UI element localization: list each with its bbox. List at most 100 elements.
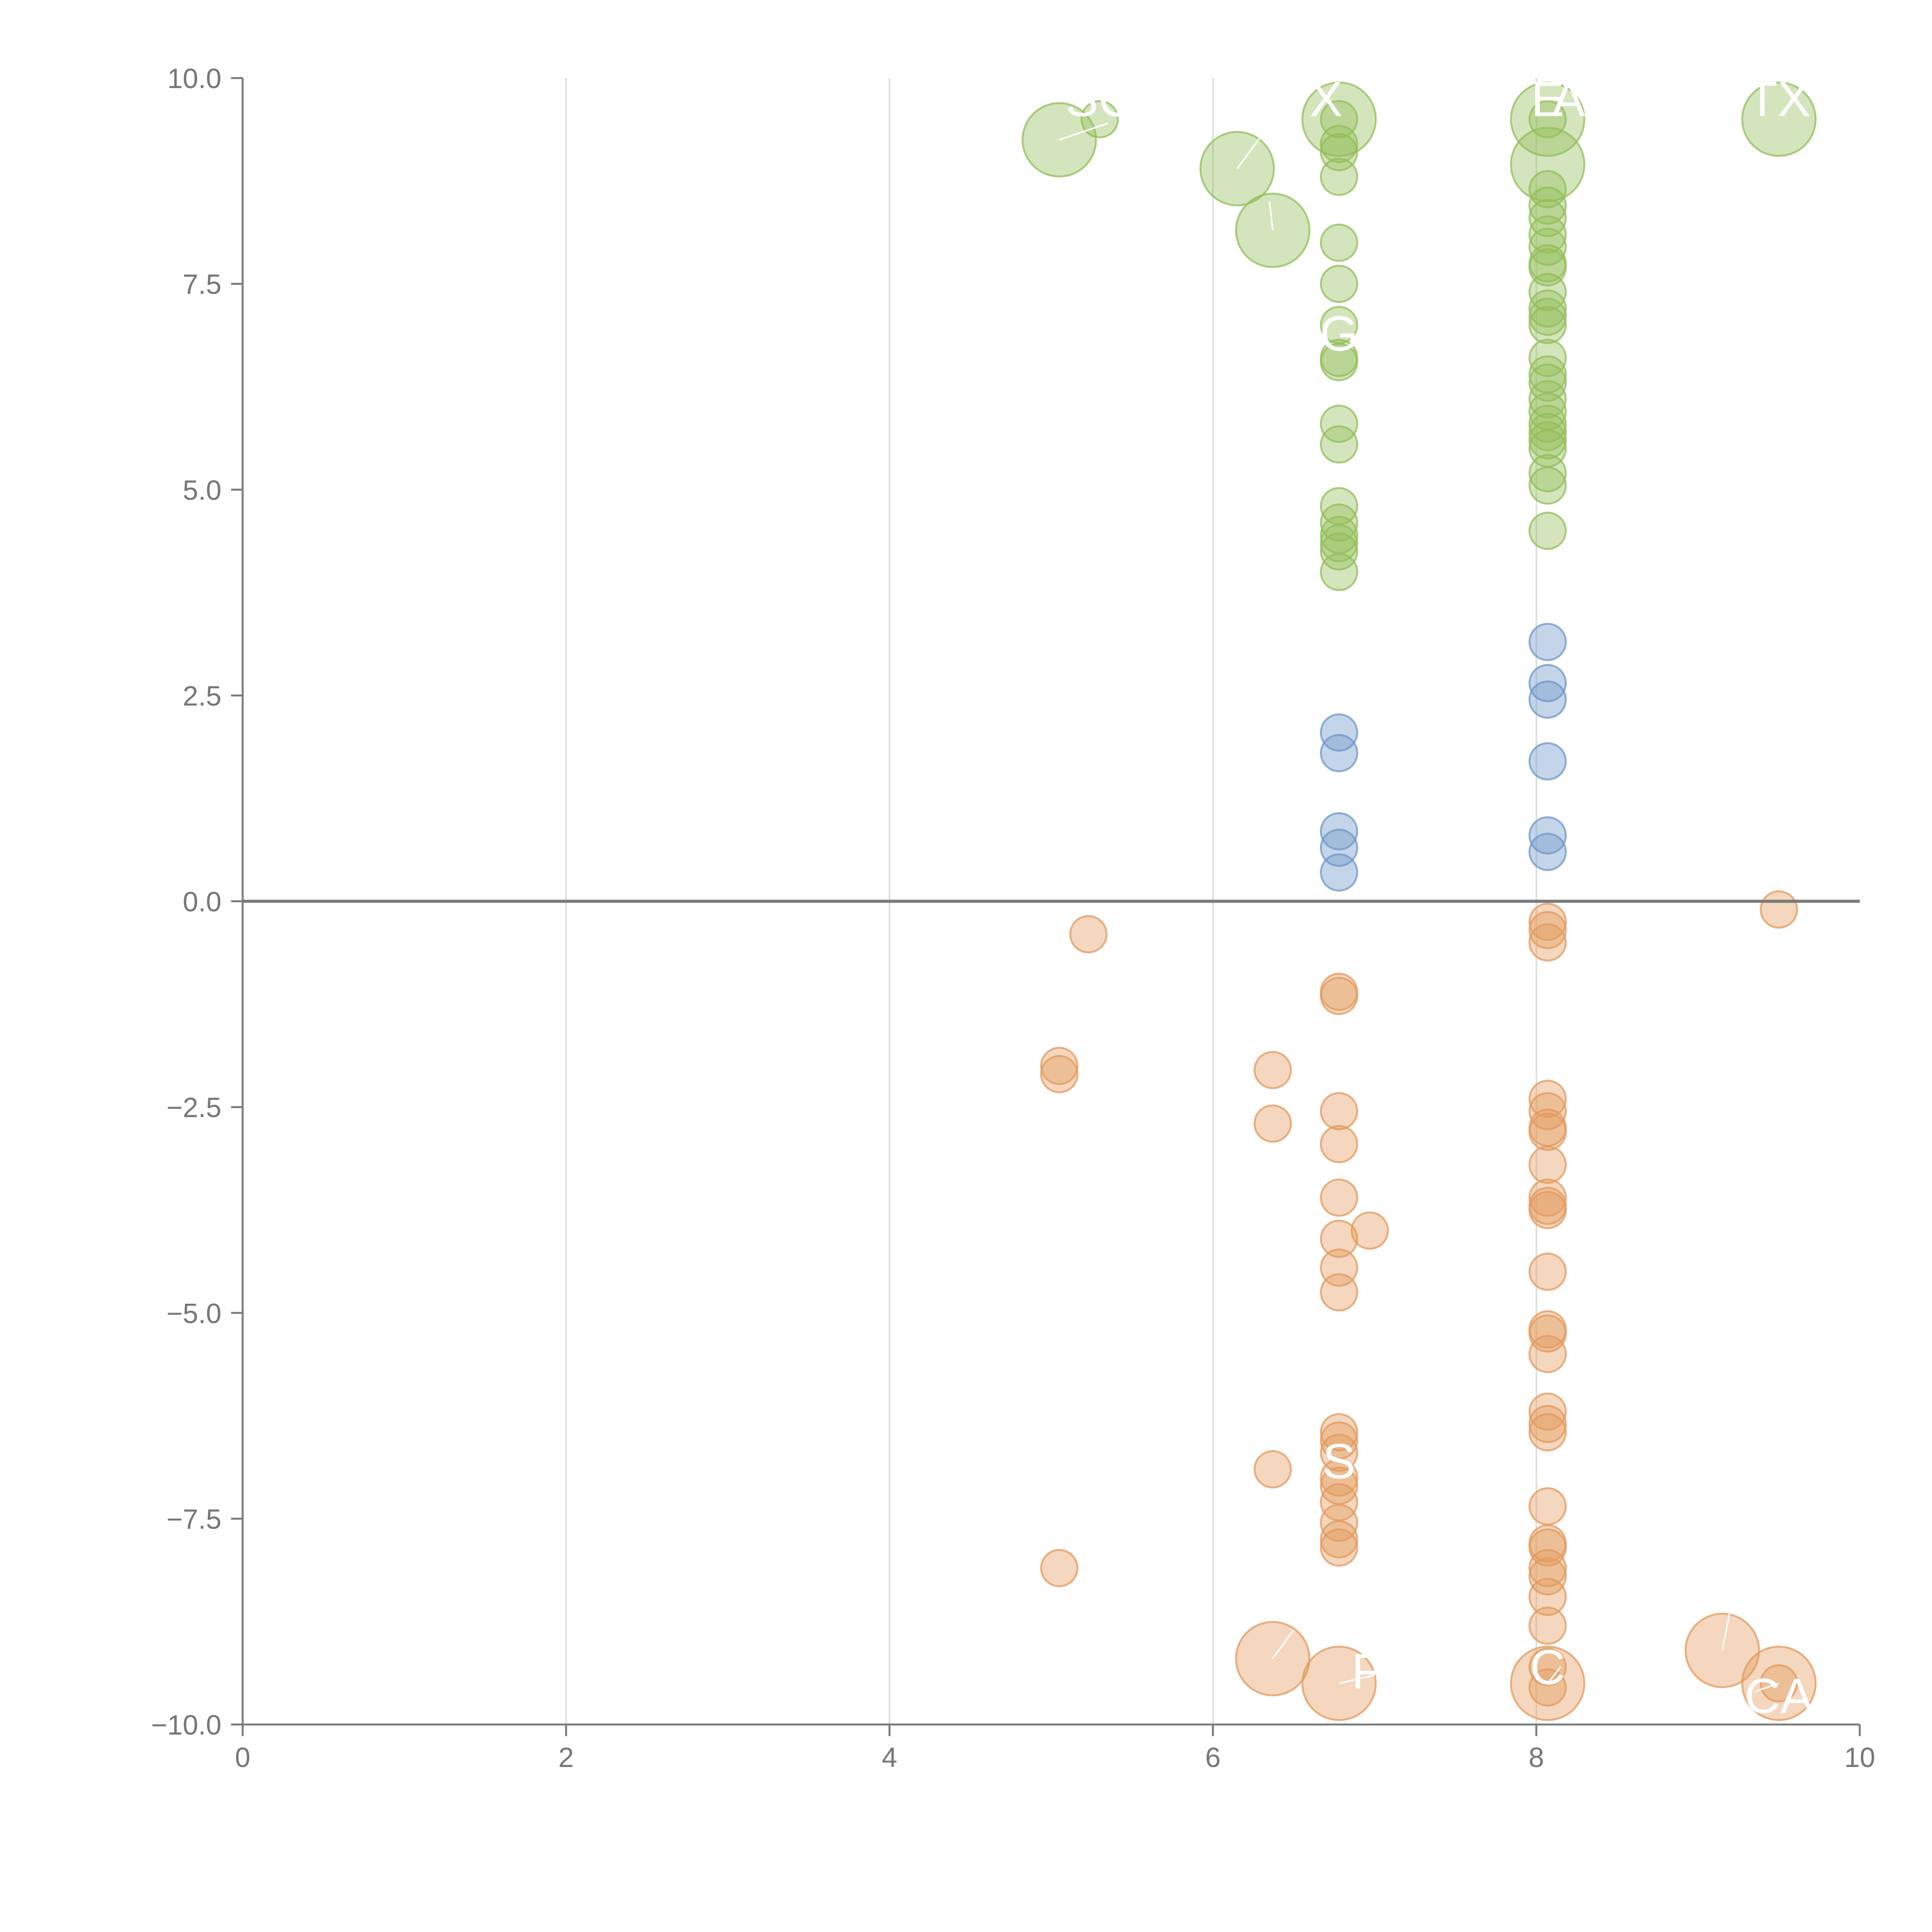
x-tick-label: 8	[1529, 1742, 1544, 1773]
orange-bubble-11	[1320, 1125, 1358, 1163]
green-bubble-42	[1528, 413, 1567, 451]
orange-bubble-28	[1528, 911, 1567, 949]
blue-bubble-2	[1320, 812, 1358, 850]
leader-line-2	[1269, 201, 1274, 231]
bubble-label-9: CA	[1745, 1668, 1813, 1724]
orange-bubble-42	[1528, 1392, 1567, 1431]
x-tick-label: 4	[882, 1742, 897, 1773]
x-tick-label: 2	[558, 1742, 574, 1773]
orange-bubble-56	[1760, 890, 1798, 929]
orange-bubble-45	[1528, 1487, 1567, 1526]
blue-bubble-1	[1320, 734, 1358, 772]
green-bubble-45	[1528, 454, 1567, 493]
leader-line-6	[1721, 1609, 1731, 1651]
green-bubble-21	[1320, 553, 1358, 591]
bubble-label-1: X	[1310, 71, 1342, 127]
orange-bubble-50	[1528, 1578, 1567, 1616]
green-bubble-25	[1528, 170, 1567, 209]
y-tick-label: −5.0	[167, 1298, 221, 1329]
blue-bubble-9	[1528, 816, 1567, 855]
blue-bubble-8	[1528, 742, 1567, 781]
orange-bubble-29	[1528, 923, 1567, 962]
green-bubble-14	[1320, 405, 1358, 443]
leader-line-4	[1338, 1674, 1375, 1684]
y-tick-label: 0.0	[183, 887, 221, 918]
leader-line-0	[1059, 122, 1108, 141]
orange-bubble-23	[1320, 1520, 1358, 1559]
orange-bubble-9	[1320, 977, 1358, 1015]
green-bubble-20	[1320, 532, 1358, 571]
green-bubble-27	[1528, 199, 1567, 237]
y-tick-label: 7.5	[183, 269, 221, 300]
bubble-label-0: SC	[1065, 71, 1134, 127]
blue-bubble-5	[1528, 622, 1567, 661]
orange-bubble-2	[1040, 1055, 1078, 1094]
orange-bubble-43	[1528, 1405, 1567, 1443]
bubble-label-7: F	[1351, 1644, 1381, 1699]
orange-bubble-41	[1528, 1335, 1567, 1373]
orange-bubble-10	[1320, 1092, 1358, 1131]
orange-bubble-12	[1320, 1178, 1358, 1217]
orange-bubble-34	[1528, 1145, 1567, 1184]
blue-bubble-7	[1528, 680, 1567, 719]
green-bubble-48	[1741, 82, 1817, 157]
orange-bubble-54	[1528, 1668, 1567, 1707]
green-bubble-17	[1320, 503, 1358, 542]
blue-bubble-6	[1528, 664, 1567, 702]
y-tick-label: 10.0	[167, 63, 221, 94]
x-tick-label: 0	[235, 1742, 250, 1773]
blue-bubble-0	[1320, 713, 1358, 752]
x-tick-label: 10	[1844, 1742, 1875, 1773]
axes: 0 2 4 6 8 10 10.0 7.5 5.0 2.5 0.0 −2.5 −5.0 −7.5 −10.0	[151, 63, 1875, 1773]
green-bubble-4	[1301, 82, 1377, 157]
orange-bubble-51	[1528, 1606, 1567, 1645]
orange-bubble-40	[1528, 1314, 1567, 1353]
bubble-labels: SC X EA TX G S F C CA	[1065, 71, 1813, 1724]
green-bubble-1	[1080, 100, 1119, 139]
green-bubble-6	[1320, 124, 1358, 163]
orange-bubble-30	[1528, 1080, 1567, 1118]
blue-bubble-10	[1528, 833, 1567, 871]
green-bubble-13	[1320, 343, 1358, 381]
y-tick-label: 2.5	[183, 681, 221, 712]
green-bubble-10	[1320, 265, 1358, 303]
bubble-label-4: TX	[1747, 71, 1811, 127]
orange-bubble-31	[1528, 1092, 1567, 1131]
green-bubble-19	[1320, 524, 1358, 563]
orange-bubble-37	[1528, 1190, 1567, 1229]
green-bubble-47	[1528, 512, 1567, 550]
orange-bubble-1	[1040, 1047, 1078, 1085]
bubble-label-3: A	[1552, 71, 1585, 127]
x-tick-label: 6	[1205, 1742, 1221, 1773]
orange-bubble-44	[1528, 1413, 1567, 1452]
green-bubble-15	[1320, 425, 1358, 464]
green-bubble-29	[1528, 228, 1567, 266]
orange-bubble-26	[1350, 1211, 1389, 1250]
leader-line-5	[1547, 1666, 1561, 1684]
orange-bubble-15	[1320, 1273, 1358, 1311]
green-bubble-43	[1528, 421, 1567, 459]
orange-bubble-13	[1320, 1219, 1358, 1258]
green-bubble-28	[1528, 215, 1567, 254]
green-bubble-38	[1528, 363, 1567, 402]
orange-bubble-48	[1528, 1549, 1567, 1587]
orange-bubble-4	[1253, 1051, 1292, 1089]
orange-bubble-49	[1528, 1557, 1567, 1596]
green-bubble-33	[1528, 289, 1567, 328]
leader-line-3	[1272, 1629, 1294, 1659]
y-tick-label: −2.5	[167, 1092, 221, 1123]
green-bubble-35	[1528, 306, 1567, 344]
y-tick-label: −10.0	[151, 1710, 221, 1741]
orange-bubble-3	[1040, 1549, 1078, 1587]
orange-bubble-5	[1253, 1104, 1292, 1143]
green-bubble-46	[1528, 466, 1567, 505]
bubble-label-2: E	[1531, 71, 1564, 127]
orange-bubble-6	[1253, 1450, 1292, 1489]
y-tick-label: 5.0	[183, 475, 221, 506]
y-tick-label: −7.5	[167, 1504, 221, 1535]
leader-line-7	[1754, 1682, 1779, 1692]
orange-bubble-0	[1069, 915, 1108, 954]
orange-bubble-52	[1528, 1648, 1567, 1686]
orange-bubble-27	[1528, 903, 1567, 941]
